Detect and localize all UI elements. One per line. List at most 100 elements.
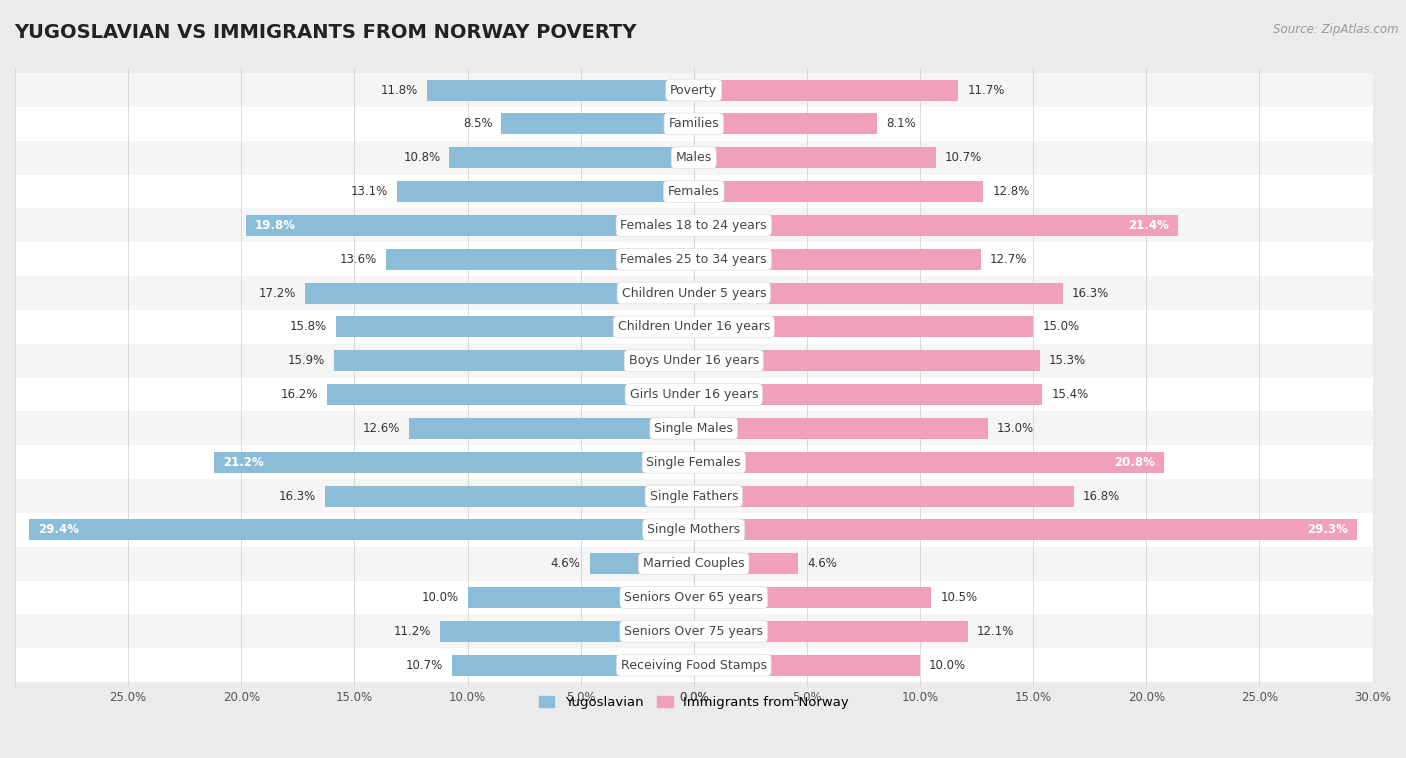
Text: Females: Females (668, 185, 720, 198)
Text: Receiving Food Stamps: Receiving Food Stamps (621, 659, 766, 672)
Text: 17.2%: 17.2% (259, 287, 295, 299)
Bar (693, 249, 981, 270)
Bar (15, 276, 1372, 310)
Text: Single Males: Single Males (654, 422, 733, 435)
Text: Families: Families (668, 117, 718, 130)
Text: 10.7%: 10.7% (405, 659, 443, 672)
Text: 16.3%: 16.3% (278, 490, 316, 503)
Bar (214, 452, 693, 473)
Bar (450, 147, 693, 168)
Bar (15, 615, 1372, 648)
Bar (693, 384, 1042, 405)
Bar (15, 513, 1372, 547)
Text: 15.8%: 15.8% (290, 321, 328, 334)
Bar (335, 350, 693, 371)
Text: 21.2%: 21.2% (224, 456, 264, 468)
Bar (693, 215, 1178, 236)
Bar (693, 350, 1040, 371)
Bar (693, 486, 1074, 506)
Bar (15, 310, 1372, 344)
Bar (502, 114, 693, 134)
Text: 15.3%: 15.3% (1049, 354, 1085, 367)
Bar (15, 243, 1372, 276)
Text: Females 18 to 24 years: Females 18 to 24 years (620, 219, 768, 232)
Text: 11.2%: 11.2% (394, 625, 432, 637)
Text: 16.8%: 16.8% (1083, 490, 1121, 503)
Text: Married Couples: Married Couples (643, 557, 745, 570)
Text: 15.9%: 15.9% (288, 354, 325, 367)
Text: 13.6%: 13.6% (340, 252, 377, 266)
Text: Source: ZipAtlas.com: Source: ZipAtlas.com (1274, 23, 1399, 36)
Bar (693, 553, 797, 574)
Bar (693, 587, 931, 608)
Bar (328, 384, 693, 405)
Bar (693, 452, 1164, 473)
Bar (15, 377, 1372, 412)
Bar (15, 648, 1372, 682)
Bar (589, 553, 693, 574)
Bar (693, 114, 877, 134)
Bar (246, 215, 693, 236)
Text: Children Under 16 years: Children Under 16 years (617, 321, 770, 334)
Text: Females 25 to 34 years: Females 25 to 34 years (620, 252, 768, 266)
Text: 19.8%: 19.8% (254, 219, 295, 232)
Text: 10.0%: 10.0% (929, 659, 966, 672)
Bar (15, 208, 1372, 243)
Bar (693, 181, 983, 202)
Bar (693, 283, 1063, 303)
Text: 11.7%: 11.7% (967, 83, 1005, 96)
Text: YUGOSLAVIAN VS IMMIGRANTS FROM NORWAY POVERTY: YUGOSLAVIAN VS IMMIGRANTS FROM NORWAY PO… (14, 23, 637, 42)
Text: Boys Under 16 years: Boys Under 16 years (628, 354, 759, 367)
Text: 13.0%: 13.0% (997, 422, 1033, 435)
Text: 10.7%: 10.7% (945, 151, 983, 164)
Bar (693, 418, 988, 439)
Text: 20.8%: 20.8% (1115, 456, 1156, 468)
Text: 29.3%: 29.3% (1306, 523, 1347, 537)
Text: Children Under 5 years: Children Under 5 years (621, 287, 766, 299)
Bar (15, 107, 1372, 141)
Bar (15, 174, 1372, 208)
Text: 13.1%: 13.1% (352, 185, 388, 198)
Text: 8.1%: 8.1% (886, 117, 915, 130)
Text: 4.6%: 4.6% (807, 557, 837, 570)
Bar (15, 344, 1372, 377)
Bar (693, 80, 959, 101)
Text: 10.5%: 10.5% (941, 591, 977, 604)
Bar (15, 581, 1372, 615)
Bar (15, 73, 1372, 107)
Bar (693, 621, 967, 642)
Text: Poverty: Poverty (671, 83, 717, 96)
Text: 16.2%: 16.2% (281, 388, 318, 401)
Text: 10.8%: 10.8% (404, 151, 440, 164)
Text: 12.6%: 12.6% (363, 422, 399, 435)
Text: Males: Males (676, 151, 711, 164)
Bar (15, 547, 1372, 581)
Legend: Yugoslavian, Immigrants from Norway: Yugoslavian, Immigrants from Norway (533, 691, 855, 715)
Bar (336, 316, 693, 337)
Text: Single Mothers: Single Mothers (647, 523, 741, 537)
Bar (398, 181, 693, 202)
Bar (693, 147, 936, 168)
Text: 4.6%: 4.6% (551, 557, 581, 570)
Text: 21.4%: 21.4% (1128, 219, 1168, 232)
Bar (325, 486, 693, 506)
Text: 29.4%: 29.4% (38, 523, 79, 537)
Text: 15.0%: 15.0% (1042, 321, 1080, 334)
Text: 16.3%: 16.3% (1071, 287, 1109, 299)
Bar (387, 249, 693, 270)
Bar (440, 621, 693, 642)
Bar (15, 141, 1372, 174)
Bar (451, 655, 693, 675)
Bar (693, 316, 1033, 337)
Text: 11.8%: 11.8% (381, 83, 418, 96)
Bar (427, 80, 693, 101)
Text: Single Females: Single Females (647, 456, 741, 468)
Text: 15.4%: 15.4% (1052, 388, 1088, 401)
Text: 8.5%: 8.5% (463, 117, 492, 130)
Text: 10.0%: 10.0% (422, 591, 458, 604)
Bar (305, 283, 693, 303)
Bar (693, 519, 1357, 540)
Bar (693, 655, 920, 675)
Bar (28, 519, 693, 540)
Bar (468, 587, 693, 608)
